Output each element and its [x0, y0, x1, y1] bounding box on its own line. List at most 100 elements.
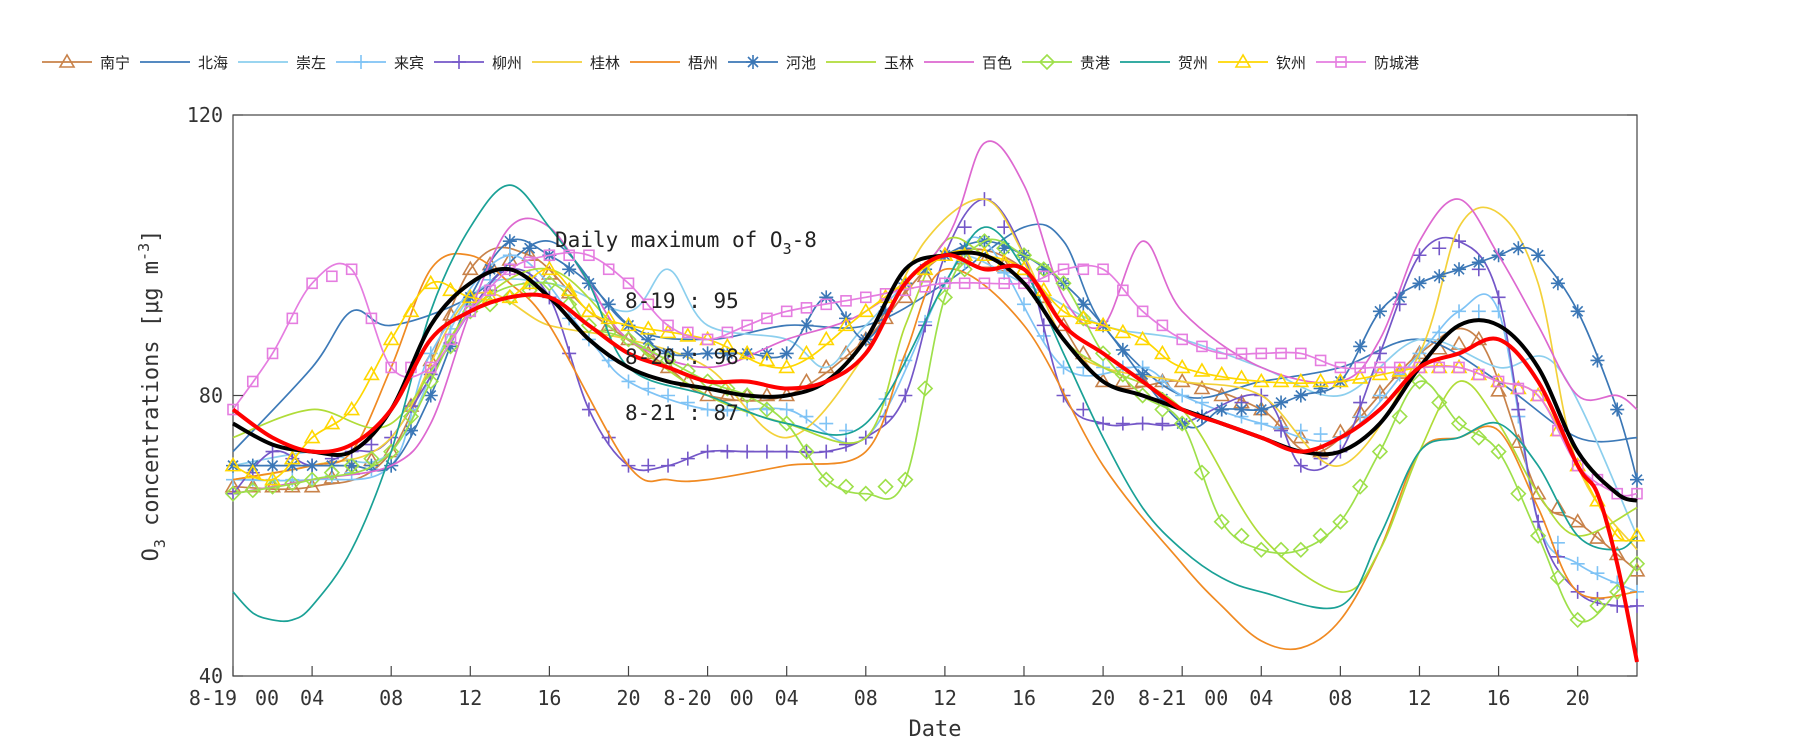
- series-12-marker: [541, 260, 558, 276]
- series-10-marker: [1233, 527, 1250, 544]
- series-12-marker: [758, 351, 776, 367]
- series-10-marker: [1174, 415, 1191, 432]
- series-12-marker: [442, 281, 459, 297]
- series-3-marker: [700, 402, 715, 417]
- legend-label: 梧州: [688, 54, 718, 72]
- series-7-marker: [1254, 402, 1269, 417]
- series-7-marker: [1353, 339, 1368, 354]
- series-7-marker: [799, 318, 814, 333]
- series-13-marker: [978, 277, 991, 290]
- series-8: [232, 236, 1638, 593]
- series-7-marker: [562, 262, 577, 277]
- series-12-marker: [1312, 372, 1329, 388]
- series-10-marker: [1371, 443, 1389, 460]
- series-12-marker: [343, 400, 361, 416]
- series-13-marker: [642, 298, 655, 311]
- series-4-marker: [1135, 416, 1150, 431]
- series-7-marker: [1550, 276, 1565, 291]
- series-10: [224, 233, 1646, 629]
- series-10-marker: [244, 482, 261, 499]
- series-10-marker: [1154, 401, 1171, 418]
- series-7-marker: [344, 458, 359, 473]
- series-0: [224, 246, 1646, 577]
- series-7-marker: [641, 332, 656, 347]
- series-3-marker: [1372, 388, 1387, 403]
- series-4-marker: [1036, 318, 1051, 333]
- series-12-marker: [896, 274, 914, 290]
- series-10-marker: [1292, 541, 1309, 558]
- series-10-marker: [343, 457, 360, 474]
- series-12-marker: [639, 320, 657, 335]
- series-13-marker: [1354, 361, 1366, 374]
- series-3-marker: [839, 423, 854, 438]
- legend-item: 柳州: [434, 54, 522, 72]
- series-13-marker: [286, 312, 299, 325]
- series-13-marker: [939, 277, 951, 290]
- series-3-marker: [819, 416, 834, 431]
- series-3-marker: [680, 395, 695, 410]
- series-13-marker: [662, 319, 674, 332]
- series-10-marker: [1510, 485, 1527, 502]
- series-13-marker: [682, 326, 694, 339]
- series-10-marker: [818, 471, 835, 488]
- series-7-marker: [1214, 402, 1229, 417]
- series-10-marker: [758, 401, 776, 418]
- legend-label: 河池: [786, 54, 816, 72]
- series-4-marker: [1491, 290, 1506, 305]
- series-3-marker: [1471, 304, 1486, 319]
- series-9: [232, 140, 1638, 495]
- series-12-marker: [1233, 369, 1250, 384]
- series-10-marker: [1549, 569, 1567, 586]
- series-12-marker: [1272, 372, 1290, 388]
- series-12-marker: [382, 330, 400, 346]
- series-13-marker: [444, 333, 457, 346]
- series-3-marker: [799, 409, 814, 424]
- series-10-marker: [679, 362, 696, 380]
- x-tick-label: 20: [1566, 686, 1590, 710]
- series-7-marker: [305, 458, 320, 473]
- series-6-line: [232, 252, 1638, 651]
- series-11: [232, 184, 1638, 623]
- y-axis-title-part: concentrations [: [139, 314, 164, 539]
- series-12-marker: [1074, 309, 1092, 325]
- series-13-marker: [1077, 263, 1090, 276]
- series-13-marker: [1196, 340, 1208, 353]
- legend-label: 柳州: [492, 54, 522, 72]
- series-10-marker: [1213, 513, 1230, 530]
- y-axis-title: O3 concentrations [μg m-3]: [135, 230, 169, 562]
- series-10-marker: [1312, 527, 1329, 544]
- series-12-marker: [402, 302, 420, 318]
- series-3-marker: [1155, 374, 1170, 389]
- series-12-marker: [244, 464, 262, 479]
- series-0-marker: [303, 478, 321, 493]
- series-13-marker: [543, 249, 556, 262]
- series-7-marker: [1570, 304, 1585, 319]
- series-12-marker: [1331, 372, 1349, 388]
- series-7-marker: [1274, 395, 1289, 410]
- series-7-marker: [1511, 241, 1526, 256]
- series-12-marker: [323, 414, 341, 430]
- series-7-marker: [1155, 392, 1170, 407]
- series-4-marker: [641, 458, 656, 473]
- series-2-line: [232, 253, 1638, 537]
- series-4-marker: [839, 437, 854, 452]
- series-13-marker: [1413, 361, 1426, 374]
- series-4-marker: [759, 444, 774, 459]
- series-7-marker: [819, 290, 834, 305]
- y-tick-label: 120: [187, 103, 223, 127]
- annotation-line: 8-20 : 98: [625, 345, 739, 369]
- series-7-marker: [918, 262, 933, 277]
- annotation-title-part: 3: [783, 240, 792, 258]
- series-13-marker: [1512, 382, 1525, 395]
- series-13-marker: [365, 312, 378, 325]
- series-4-marker: [700, 444, 715, 459]
- series-9-line: [232, 140, 1638, 495]
- x-tick-label: 20: [1091, 686, 1115, 710]
- annotation-title: Daily maximum of O3-8: [555, 228, 817, 258]
- series-0-marker: [1569, 513, 1587, 528]
- series-13-marker: [1235, 347, 1248, 360]
- series-12-marker: [422, 274, 440, 290]
- series-12-marker: [1213, 365, 1231, 381]
- legend-label: 来宾: [394, 54, 424, 72]
- legend-label: 南宁: [100, 54, 130, 72]
